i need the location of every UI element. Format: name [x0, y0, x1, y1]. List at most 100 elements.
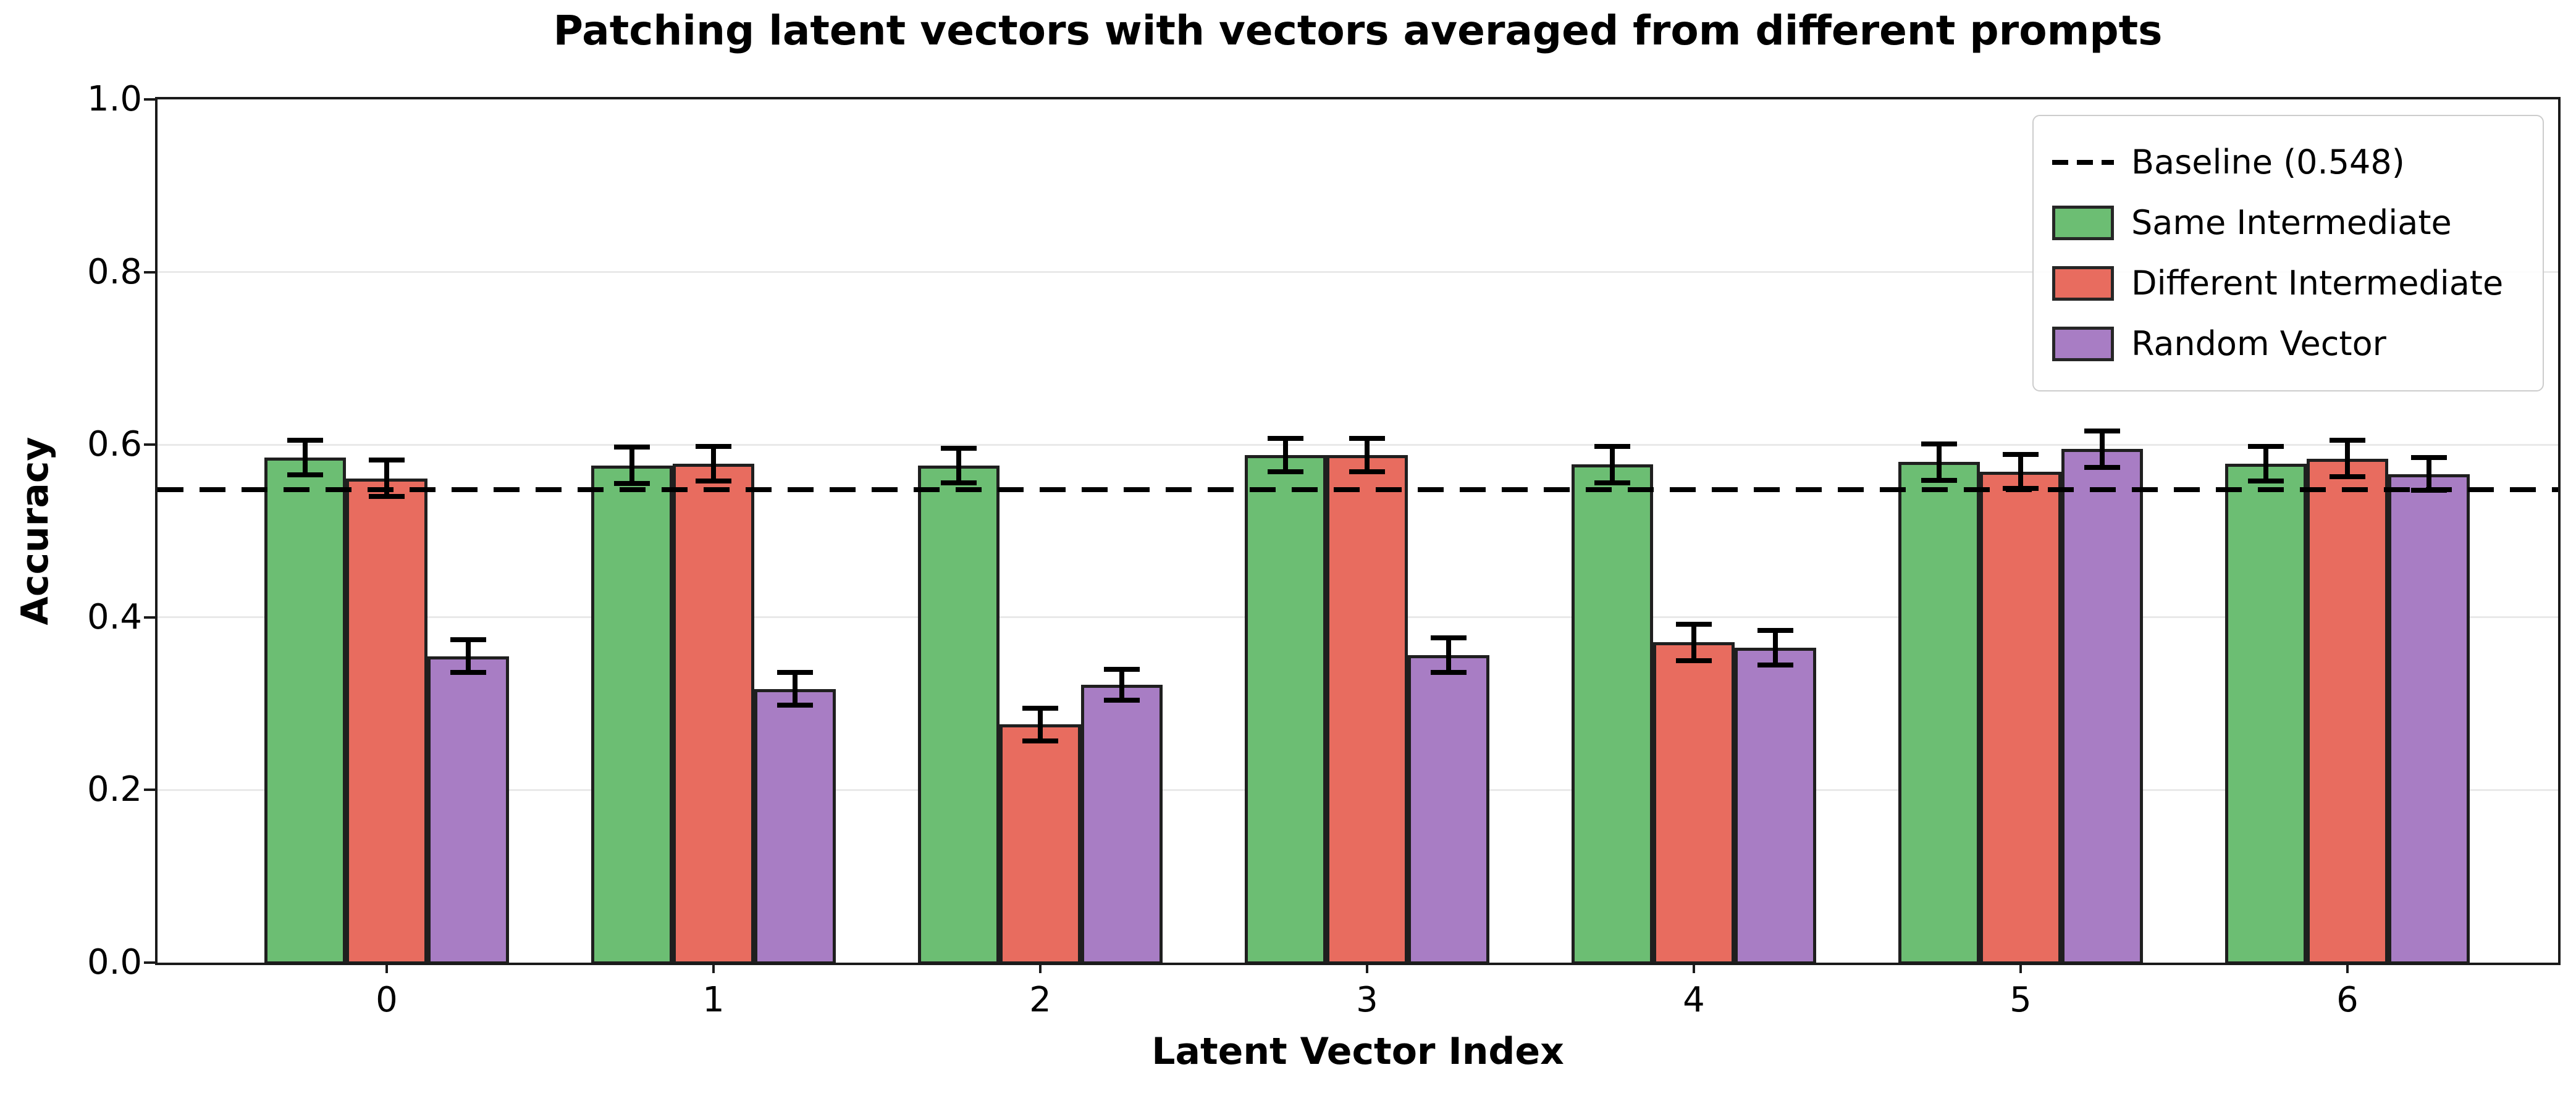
- bar: [1245, 454, 1326, 964]
- error-bar: [2100, 430, 2105, 467]
- y-tick-label: 0.4: [86, 596, 142, 637]
- x-tick-label: 4: [1683, 980, 1705, 1020]
- error-bar-cap: [1349, 436, 1385, 441]
- x-tick-mark: [712, 963, 715, 973]
- error-bar: [629, 447, 634, 484]
- legend-item: Different Intermediate: [2052, 253, 2528, 314]
- x-tick-mark: [2346, 963, 2349, 973]
- error-bar-cap: [1022, 705, 1058, 711]
- legend-item: Baseline (0.548): [2052, 132, 2528, 193]
- error-bar-cap: [1757, 627, 1793, 633]
- y-tick-label: 0.8: [86, 251, 142, 292]
- error-bar-cap: [1349, 469, 1385, 474]
- error-bar-cap: [1431, 670, 1467, 676]
- error-bar: [1610, 446, 1615, 483]
- error-bar-cap: [2411, 455, 2447, 461]
- y-tick-mark: [144, 961, 155, 964]
- legend-item: Random Vector: [2052, 314, 2528, 374]
- x-tick-label: 2: [1029, 980, 1051, 1020]
- error-bar: [2427, 458, 2431, 491]
- y-tick-label: 0.6: [86, 424, 142, 465]
- error-bar: [1691, 624, 1696, 661]
- bar: [264, 458, 346, 964]
- legend-color-swatch: [2052, 327, 2114, 361]
- error-bar: [303, 440, 308, 475]
- error-bar-cap: [2330, 438, 2365, 443]
- error-bar-cap: [1921, 441, 1957, 446]
- error-bar-cap: [1676, 658, 1712, 663]
- y-tick-label: 0.0: [86, 942, 142, 982]
- legend-label: Same Intermediate: [2131, 203, 2452, 242]
- error-bar-cap: [1921, 477, 1957, 483]
- bar: [1898, 462, 1980, 964]
- error-bar-cap: [2330, 474, 2365, 479]
- bar: [346, 478, 427, 964]
- bar: [754, 688, 836, 964]
- bar: [2388, 474, 2470, 964]
- bar: [1572, 464, 1653, 964]
- error-bar-cap: [1594, 480, 1630, 485]
- error-bar-cap: [777, 670, 813, 676]
- error-bar-cap: [1594, 443, 1630, 449]
- error-bar: [466, 640, 471, 673]
- error-bar-cap: [369, 494, 405, 500]
- error-bar: [1773, 630, 1778, 665]
- x-tick-mark: [1366, 963, 1368, 973]
- error-bar-cap: [1022, 738, 1058, 743]
- baseline-dashed-line: [158, 487, 2558, 492]
- error-bar-cap: [2248, 478, 2284, 483]
- bar: [1653, 642, 1735, 964]
- y-tick-mark: [144, 443, 155, 446]
- bar: [2061, 449, 2143, 964]
- y-tick-label: 0.2: [86, 769, 142, 810]
- legend-label: Random Vector: [2131, 324, 2386, 363]
- error-bar: [2018, 454, 2023, 489]
- x-tick-label: 0: [376, 980, 398, 1020]
- bar: [1000, 724, 1081, 964]
- error-bar-cap: [1104, 698, 1140, 703]
- legend-color-swatch: [2052, 266, 2114, 301]
- bar: [1326, 454, 1408, 964]
- error-bar: [384, 460, 389, 497]
- error-bar-cap: [2084, 464, 2120, 470]
- bar: [591, 465, 673, 964]
- error-bar: [2263, 446, 2268, 481]
- x-tick-label: 1: [702, 980, 725, 1020]
- error-bar: [2345, 440, 2350, 477]
- error-bar-cap: [1757, 662, 1793, 667]
- bar: [2225, 463, 2307, 964]
- x-tick-mark: [1693, 963, 1695, 973]
- error-bar-cap: [777, 703, 813, 708]
- error-bar-cap: [2003, 451, 2039, 457]
- y-tick-mark: [144, 789, 155, 792]
- error-bar-cap: [287, 472, 323, 478]
- x-tick-mark: [2019, 963, 2022, 973]
- error-bar: [711, 446, 716, 481]
- error-bar-cap: [696, 443, 731, 449]
- error-bar-cap: [369, 458, 405, 463]
- error-bar-cap: [450, 637, 486, 643]
- error-bar: [1283, 438, 1288, 472]
- x-axis-label: Latent Vector Index: [1151, 1030, 1564, 1073]
- error-bar: [793, 672, 798, 706]
- bar: [2307, 458, 2388, 964]
- error-bar: [1365, 438, 1370, 472]
- x-tick-label: 6: [2336, 980, 2359, 1020]
- error-bar-cap: [941, 480, 977, 485]
- x-tick-label: 5: [2010, 980, 2032, 1020]
- legend: Baseline (0.548) Same Intermediate Differe…: [2032, 115, 2544, 391]
- error-bar-cap: [1268, 436, 1303, 441]
- gridline: [158, 443, 2558, 446]
- bar: [427, 656, 509, 964]
- legend-item: Same Intermediate: [2052, 193, 2528, 253]
- x-tick-mark: [385, 963, 388, 973]
- bar: [673, 463, 754, 964]
- bar: [1980, 471, 2061, 964]
- error-bar-cap: [614, 445, 650, 450]
- bar: [1081, 684, 1163, 964]
- legend-label: Baseline (0.548): [2131, 143, 2405, 182]
- bar: [1735, 647, 1816, 964]
- error-bar-cap: [696, 478, 731, 483]
- error-bar-cap: [941, 445, 977, 451]
- chart-title: Patching latent vectors with vectors ave…: [553, 7, 2163, 54]
